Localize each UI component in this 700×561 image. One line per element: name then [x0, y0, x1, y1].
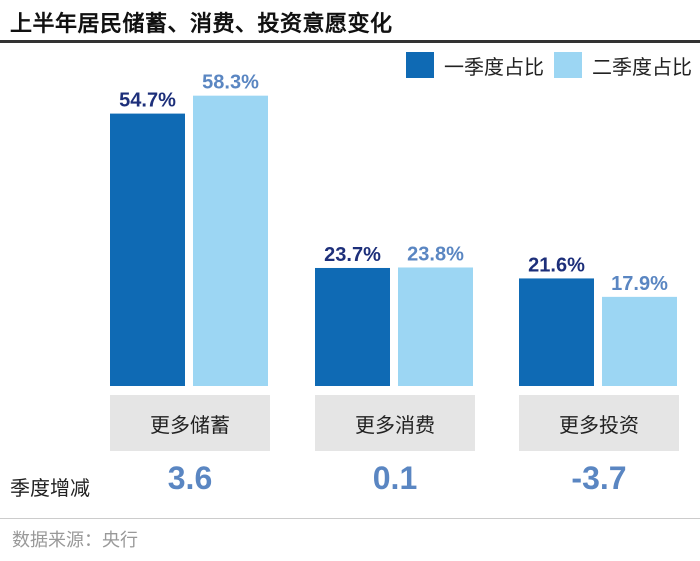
bar-consumption-q1 [315, 267, 390, 386]
source-note: 数据来源：央行 [12, 530, 138, 551]
footer-divider [0, 518, 700, 519]
title-divider [0, 40, 700, 43]
bar-savings-q2 [193, 95, 268, 386]
bar-chart: 54.7% 58.3% 23.7% 23.8% 21.6% 17.9% [110, 72, 677, 387]
bar-savings-q1 [110, 113, 185, 387]
legend-item-q1: 一季度占比 [406, 51, 544, 80]
bar-consumption-q2 [398, 267, 473, 386]
bar-investment-q1 [519, 278, 594, 386]
change-value-consumption: 0.1 [372, 460, 418, 496]
change-value-investment: -3.7 [571, 460, 627, 496]
data-label-consumption-q1: 23.7% [324, 244, 381, 266]
data-label-savings-q1: 54.7% [119, 90, 176, 112]
category-box-savings: 更多储蓄 [110, 395, 270, 451]
legend-item-q2: 二季度占比 [554, 51, 692, 80]
data-label-savings-q2: 58.3% [202, 72, 259, 94]
legend-label-q1: 一季度占比 [444, 54, 544, 79]
data-label-consumption-q2: 23.8% [407, 243, 464, 265]
legend: 一季度占比 二季度占比 [406, 51, 692, 80]
legend-swatch-q2 [554, 52, 582, 78]
bar-investment-q2 [602, 296, 677, 386]
change-value-savings: 3.6 [167, 460, 213, 496]
category-box-consumption: 更多消费 [315, 395, 475, 451]
quarterly-change-label: 季度增减 [10, 476, 90, 500]
data-label-investment-q2: 17.9% [611, 273, 668, 295]
chart-title: 上半年居民储蓄、消费、投资意愿变化 [10, 12, 393, 37]
category-box-investment: 更多投资 [519, 395, 679, 451]
legend-swatch-q1 [406, 52, 434, 78]
data-label-investment-q1: 21.6% [528, 254, 585, 276]
legend-label-q2: 二季度占比 [592, 54, 692, 79]
